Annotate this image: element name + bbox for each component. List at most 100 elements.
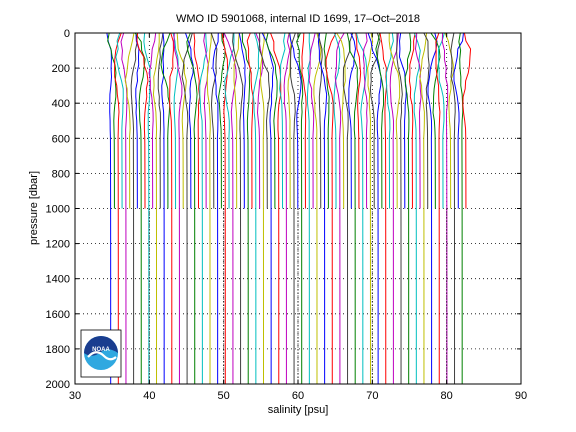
salinity-profile-line: [143, 32, 151, 384]
salinity-profile-line: [333, 32, 341, 209]
salinity-profile-line: [355, 32, 368, 384]
salinity-profile-line: [252, 32, 260, 384]
salinity-profile-line: [414, 32, 422, 209]
y-tick-label: 1400: [46, 274, 70, 286]
y-tick-label: 1800: [46, 344, 70, 356]
salinity-profile-line: [389, 32, 399, 384]
salinity-profile-line: [323, 32, 330, 209]
y-tick-label: 800: [52, 168, 70, 180]
salinity-profile-line: [173, 32, 183, 384]
y-tick-label: 0: [64, 28, 70, 40]
salinity-profile-line: [238, 32, 246, 209]
salinity-profile-line: [423, 32, 430, 209]
salinity-profile-line: [438, 32, 445, 209]
x-tick-label: 90: [515, 390, 527, 402]
salinity-profile-line: [317, 32, 328, 384]
salinity-profile-line: [152, 32, 160, 384]
salinity-profile-line: [246, 32, 254, 209]
salinity-profiles: [106, 32, 472, 385]
salinity-profile-line: [206, 32, 212, 384]
salinity-profile-line: [258, 32, 271, 209]
logo-text: NOAA: [92, 347, 110, 353]
salinity-profile-line: [279, 32, 286, 209]
salinity-profile-line: [325, 32, 337, 384]
dotted-marker-lines: [148, 208, 448, 384]
salinity-profile-line: [290, 32, 296, 385]
salinity-profile-line: [161, 32, 165, 384]
salinity-profile-line: [185, 32, 194, 209]
logo-sky: [84, 336, 118, 356]
salinity-profile-line: [289, 32, 302, 209]
salinity-profile-line: [413, 32, 421, 384]
x-axis-label: salinity [psu]: [268, 404, 329, 416]
salinity-profile-line: [106, 32, 113, 384]
salinity-profile-line: [114, 32, 122, 384]
y-tick-label: 2000: [46, 379, 70, 391]
salinity-profile-line: [203, 32, 209, 209]
salinity-profile-line: [336, 32, 346, 209]
salinity-profile-line: [301, 32, 307, 209]
salinity-profile-line: [148, 32, 157, 209]
y-tick-label: 1600: [46, 309, 70, 321]
y-tick-label: 200: [52, 63, 70, 75]
salinity-profile-line: [265, 32, 278, 209]
salinity-profile-line: [388, 32, 401, 209]
salinity-profile-line: [210, 32, 218, 209]
salinity-profile-line: [120, 32, 128, 384]
salinity-profile-line: [160, 32, 171, 209]
salinity-profile-line: [404, 32, 412, 384]
salinity-profile-line: [346, 32, 359, 384]
x-tick-label: 30: [69, 390, 81, 402]
salinity-profile-line: [362, 32, 368, 209]
salinity-profile-line: [450, 32, 456, 384]
salinity-profile-line: [367, 32, 382, 384]
salinity-profile-line: [124, 32, 135, 209]
y-axis-label: pressure [dbar]: [28, 171, 40, 245]
salinity-profile-line: [396, 32, 403, 384]
salinity-profile-line: [199, 32, 208, 384]
salinity-profile-line: [398, 32, 407, 209]
salinity-profile-line: [135, 32, 140, 209]
salinity-profile-line: [232, 32, 244, 384]
salinity-profile-line: [355, 32, 362, 209]
salinity-profile-line: [157, 32, 164, 209]
chart-title: WMO ID 5901068, internal ID 1699, 17–Oct…: [176, 13, 420, 25]
salinity-profile-line: [375, 32, 385, 209]
salinity-profile-line: [367, 32, 374, 384]
salinity-profile-line: [233, 32, 240, 209]
salinity-profile-line: [369, 32, 381, 209]
salinity-profile-line: [172, 32, 179, 209]
y-tick-label: 400: [52, 98, 70, 110]
y-tick-label: 1000: [46, 204, 70, 216]
salinity-profile-line: [458, 32, 464, 384]
salinity-profile-line: [212, 32, 219, 384]
x-tick-label: 80: [441, 390, 453, 402]
salinity-profile-line: [169, 32, 174, 384]
salinity-profile-line: [130, 32, 138, 384]
salinity-profile-line: [261, 32, 274, 384]
salinity-profile-line: [107, 32, 117, 209]
salinity-profile-line: [270, 32, 282, 384]
salinity-profile-line: [296, 32, 304, 384]
salinity-profile-line: [385, 32, 394, 209]
salinity-profile-line: [115, 32, 124, 209]
y-axis-ticks: 0 200 400 600 800 1000 1200 1400 1600 1800 2000: [46, 28, 521, 391]
x-tick-label: 70: [366, 390, 378, 402]
salinity-profile-line: [136, 32, 149, 209]
salinity-profile-line: [134, 32, 146, 384]
noaa-logo: NOAA: [80, 329, 122, 378]
salinity-profile-line: [427, 32, 438, 384]
salinity-profile-line: [308, 32, 316, 209]
salinity-profile-line: [453, 32, 464, 209]
salinity-profile-line: [348, 32, 356, 209]
salinity-profile-line: [334, 32, 345, 384]
logo-wave: [87, 351, 117, 361]
x-tick-label: 40: [143, 390, 155, 402]
x-tick-label: 60: [292, 390, 304, 402]
salinity-profile-line: [255, 32, 264, 209]
salinity-profile-line: [379, 32, 388, 384]
salinity-profile-line: [223, 32, 237, 384]
x-axis-ticks: 30 40 50 60 70 80 90: [69, 33, 527, 402]
salinity-profile-line: [408, 32, 416, 209]
